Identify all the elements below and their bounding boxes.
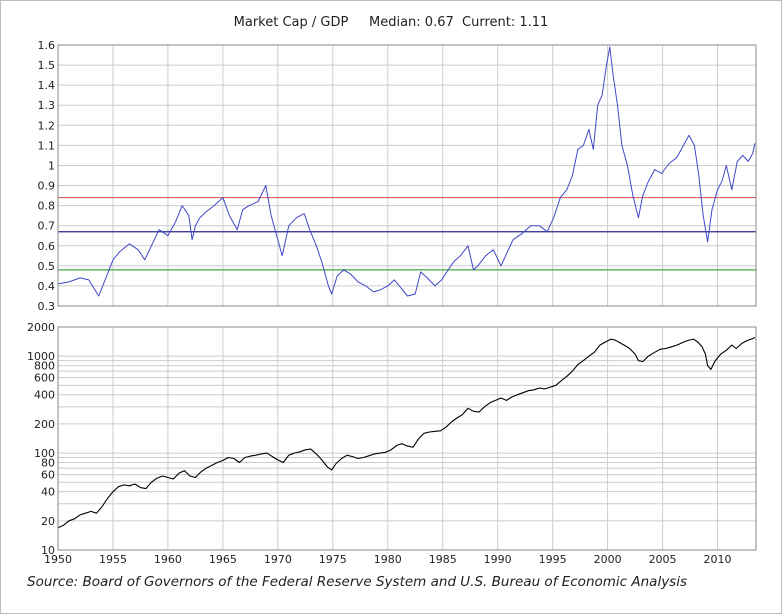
ratio-y-tick-labels: 0.3 0.4 0.5 0.6 0.7 0.8 0.9 1 1.1 1.2 1.3 1.4 1.5 1.6 bbox=[38, 39, 56, 313]
index-y-tick-label: 800 bbox=[34, 360, 55, 373]
ratio-plot-area bbox=[58, 45, 756, 306]
index-y-tick-label: 200 bbox=[34, 418, 55, 431]
index-y-tick-label: 600 bbox=[34, 372, 55, 385]
ratio-y-tick-label: 1.6 bbox=[38, 39, 56, 52]
x-tick-label: 2010 bbox=[704, 553, 732, 566]
index-plot-area bbox=[58, 327, 756, 550]
ratio-y-tick-label: 0.7 bbox=[38, 220, 56, 233]
ratio-reference-lines bbox=[58, 196, 756, 271]
ratio-y-tick-label: 0.8 bbox=[38, 200, 56, 213]
index-y-tick-label: 60 bbox=[41, 469, 55, 482]
x-tick-label: 1975 bbox=[319, 553, 347, 566]
ratio-y-tick-label: 1 bbox=[48, 159, 55, 172]
ratio-y-tick-label: 0.4 bbox=[38, 280, 56, 293]
x-tick-labels: 1950 1955 1960 1965 1970 1975 1980 1985 1990 1995… bbox=[44, 553, 732, 566]
x-tick-label: 1985 bbox=[429, 553, 457, 566]
index-series-line bbox=[57, 337, 756, 529]
source-note: Source: Board of Governors of the Federa… bbox=[27, 574, 687, 590]
index-y-tick-label: 1000 bbox=[27, 350, 55, 363]
ratio-y-tick-label: 1.4 bbox=[38, 79, 56, 92]
ratio-y-tick-label: 1.3 bbox=[38, 99, 56, 112]
index-y-tick-label: 40 bbox=[41, 486, 55, 499]
ratio-series-line bbox=[57, 46, 756, 297]
title-text: Market Cap / GDP bbox=[233, 15, 349, 30]
ratio-y-tick-label: 1.1 bbox=[38, 139, 56, 152]
index-y-tick-label: 10 bbox=[41, 544, 55, 557]
index-y-tick-label: 80 bbox=[41, 456, 55, 469]
ratio-panel: 0.3 0.4 0.5 0.6 0.7 0.8 0.9 1 1.1 1.2 1.3 1.4 1.5 1.6 bbox=[38, 39, 757, 313]
ratio-plot-border bbox=[57, 44, 757, 307]
x-tick-label: 1965 bbox=[209, 553, 237, 566]
x-tick-label: 1950 bbox=[44, 553, 72, 566]
ratio-y-tick-label: 0.6 bbox=[38, 240, 56, 253]
x-tick-label: 2000 bbox=[594, 553, 622, 566]
index-plot-border bbox=[57, 326, 757, 551]
index-y-tick-label: 2000 bbox=[27, 321, 55, 334]
x-tick-label: 1960 bbox=[154, 553, 182, 566]
chart-title: Market Cap / GDP Median: 0.67 Current: 1… bbox=[0, 15, 782, 30]
ratio-y-tick-label: 0.3 bbox=[38, 300, 56, 313]
x-tick-label: 1970 bbox=[264, 553, 292, 566]
ratio-grid bbox=[57, 44, 756, 307]
current-label: Current: 1.11 bbox=[462, 15, 549, 30]
index-y-tick-label: 100 bbox=[34, 447, 55, 460]
x-tick-label: 1955 bbox=[99, 553, 127, 566]
median-label: Median: 0.67 bbox=[369, 15, 454, 30]
ratio-y-tick-label: 1.5 bbox=[38, 59, 56, 72]
ratio-y-tick-label: 0.9 bbox=[38, 180, 56, 193]
x-tick-label: 1980 bbox=[374, 553, 402, 566]
x-tick-label: 2005 bbox=[649, 553, 677, 566]
x-tick-label: 1995 bbox=[539, 553, 567, 566]
x-tick-label: 1990 bbox=[484, 553, 512, 566]
ratio-y-tick-label: 0.5 bbox=[38, 260, 56, 273]
index-y-tick-label: 20 bbox=[41, 515, 55, 528]
index-y-tick-label: 400 bbox=[34, 389, 55, 402]
ratio-y-tick-label: 1.2 bbox=[38, 119, 56, 132]
